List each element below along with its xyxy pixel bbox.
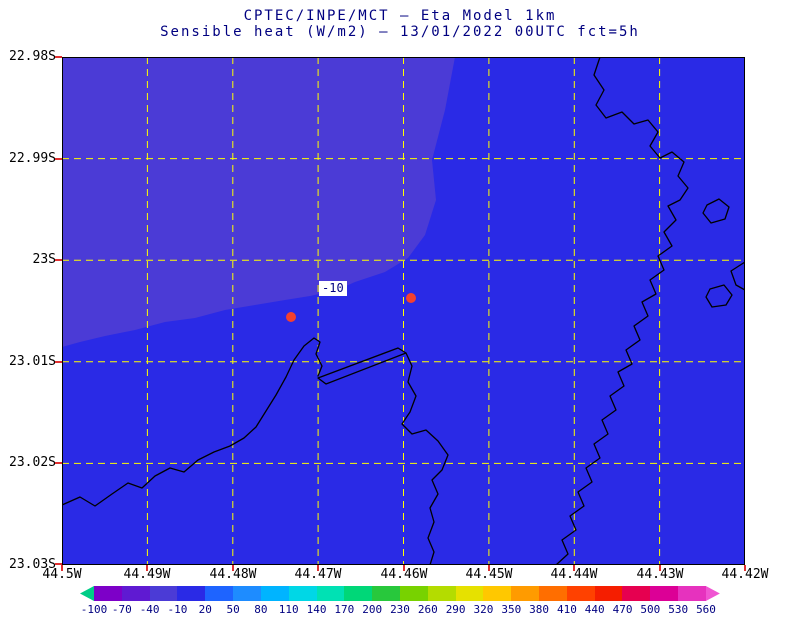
colorbar-segment: [344, 586, 373, 601]
x-axis-label: 44.45W: [465, 567, 513, 582]
map-frame: [62, 57, 745, 565]
y-tick-mark: [55, 158, 62, 160]
colorbar-tick-label: -10: [167, 603, 188, 616]
colorbar-segment: [622, 586, 651, 601]
colorbar-tick-label: 50: [226, 603, 240, 616]
colorbar-segment: [177, 586, 206, 601]
colorbar-tick-label: 230: [390, 603, 410, 616]
colorbar-segment: [372, 586, 400, 601]
y-tick-mark: [55, 56, 62, 58]
colorbar-tick-label: -40: [139, 603, 160, 616]
colorbar-segment: [650, 586, 679, 601]
colorbar-segment: [594, 586, 623, 601]
y-axis-label: 22.98S: [9, 49, 56, 64]
x-axis-label: 44.42W: [721, 567, 769, 582]
x-axis-label: 44.46W: [380, 567, 428, 582]
colorbar-segment: [511, 586, 539, 601]
colorbar-segment: [678, 586, 706, 601]
map-svg: [62, 57, 745, 565]
colorbar-arrow-left-icon: [80, 586, 94, 601]
colorbar-segment: [483, 586, 512, 601]
colorbar-tick-label: -70: [111, 603, 132, 616]
colorbar-segment: [288, 586, 317, 601]
colorbar-tick-label: 140: [306, 603, 327, 616]
colorbar-segment: [260, 586, 289, 601]
colorbar-tick-label: 560: [696, 603, 716, 616]
colorbar-tick-label: 110: [278, 603, 299, 616]
colorbar-segment: [94, 586, 122, 601]
x-tick-mark: [146, 565, 148, 571]
x-tick-mark: [232, 565, 234, 571]
colorbar-arrow-right-icon: [705, 586, 720, 601]
contour-label: -10: [319, 281, 347, 296]
x-tick-mark: [317, 565, 319, 571]
x-tick-mark: [744, 565, 746, 571]
colorbar-segment: [316, 586, 345, 601]
y-axis-label: 23.03S: [9, 557, 56, 572]
colorbar-tick-label: 470: [612, 603, 633, 616]
colorbar-segment: [205, 586, 234, 601]
colorbar-segment: [539, 586, 567, 601]
colorbar-tick-label: 380: [529, 603, 550, 616]
colorbar-segment: [121, 586, 150, 601]
y-axis-label: 22.99S: [9, 151, 56, 166]
negative-heat-region: [62, 57, 455, 347]
y-tick-mark: [55, 462, 62, 464]
colorbar-tick-label: 20: [198, 603, 212, 616]
x-tick-mark: [573, 565, 575, 571]
coastline-contours: [62, 57, 745, 565]
colorbar-segment: [233, 586, 261, 601]
grid-lines: [62, 57, 745, 565]
colorbar-tick-label: 170: [334, 603, 355, 616]
colorbar-segment: [566, 586, 595, 601]
colorbar-tick-label: 290: [445, 603, 466, 616]
colorbar-segment: [455, 586, 484, 601]
y-axis-label: 23.01S: [9, 354, 56, 369]
x-axis-label: 44.48W: [209, 567, 257, 582]
chart-title-line2: Sensible heat (W/m2) — 13/01/2022 00UTC …: [160, 24, 640, 40]
colorbar-tick-label: 260: [417, 603, 438, 616]
colorbar-tick-label: 410: [556, 603, 577, 616]
x-tick-mark: [659, 565, 661, 571]
plot-area: -10: [62, 57, 745, 565]
y-tick-mark: [55, 563, 62, 565]
x-axis-label: 44.43W: [636, 567, 684, 582]
colorbar-tick-label: -100: [80, 603, 108, 616]
colorbar-tick-label: 320: [473, 603, 494, 616]
colorbar-tick-label: 80: [254, 603, 268, 616]
colorbar-segment: [427, 586, 456, 601]
y-tick-mark: [55, 361, 62, 363]
colorbar-tick-label: 440: [584, 603, 605, 616]
x-axis-label: 44.5W: [42, 567, 82, 582]
x-tick-mark: [488, 565, 490, 571]
colorbar-tick-label: 500: [640, 603, 661, 616]
x-tick-mark: [61, 565, 63, 571]
colorbar-tick-label: 350: [501, 603, 522, 616]
colorbar-segments: [80, 586, 720, 601]
colorbar-ticks: -100 -70 -40 -10 20 50 80 110 140 170 200 230 260 290…: [81, 603, 716, 617]
colorbar-tick-label: 530: [668, 603, 689, 616]
y-tick-mark: [55, 259, 62, 261]
colorbar-segment: [399, 586, 428, 601]
colorbar-segment: [149, 586, 178, 601]
colorbar-tick-label: 200: [362, 603, 383, 616]
x-axis-label: 44.49W: [123, 567, 171, 582]
x-tick-mark: [403, 565, 405, 571]
x-axis-label: 44.47W: [294, 567, 342, 582]
x-axis-label: 44.44W: [550, 567, 598, 582]
chart-title-line1: CPTEC/INPE/MCT — Eta Model 1km: [243, 8, 557, 24]
y-axis-label: 23.02S: [9, 455, 56, 470]
y-axis-label: 23S: [32, 252, 56, 267]
